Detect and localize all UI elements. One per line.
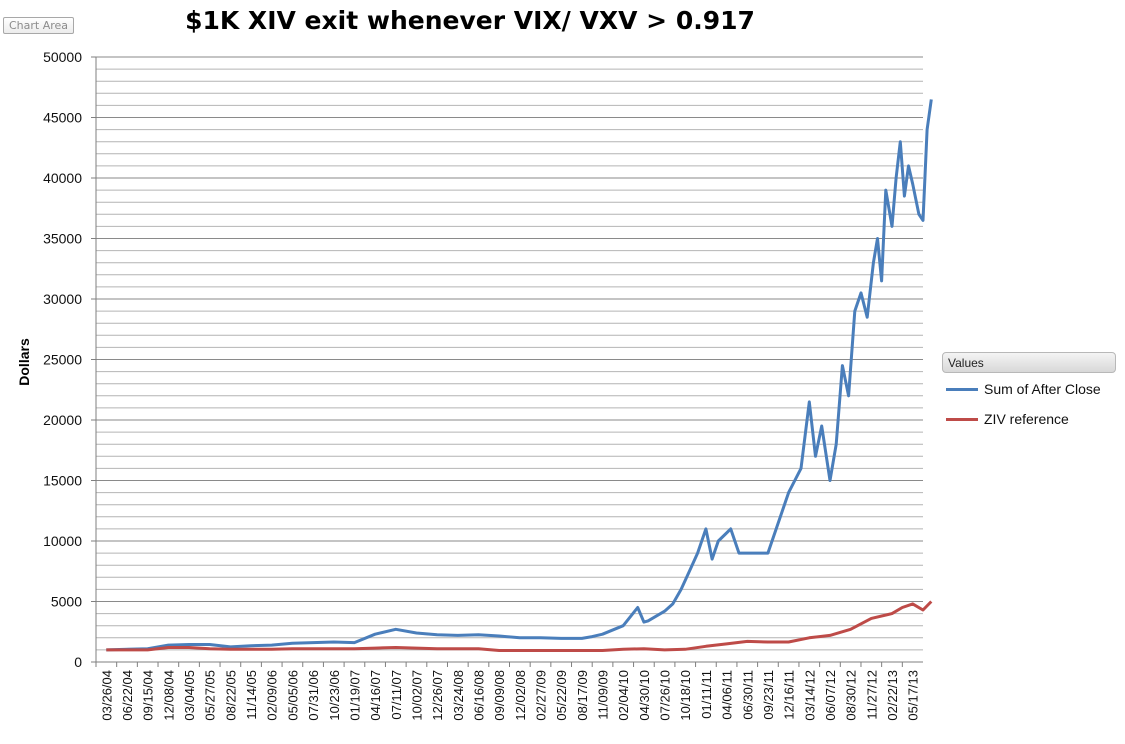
x-tick-label: 12/16/11 — [782, 670, 797, 720]
x-tick-label: 11/27/12 — [864, 670, 879, 720]
chart-title: $1K XIV exit whenever VIX/ VXV > 0.917 — [185, 6, 755, 35]
x-tick-label: 10/18/10 — [678, 670, 693, 721]
series-line-sum-after-close — [106, 99, 933, 652]
y-tick-label: 10000 — [43, 533, 82, 549]
x-tick-label: 02/27/09 — [534, 670, 549, 721]
legend-label: Sum of After Close — [984, 381, 1101, 397]
y-tick-label: 45000 — [43, 110, 82, 126]
y-tick-label: 40000 — [43, 170, 82, 186]
y-tick-label: 50000 — [43, 49, 82, 65]
grid-lines — [96, 56, 923, 651]
x-tick-label: 03/24/08 — [451, 670, 466, 721]
x-tick-label: 10/02/07 — [409, 670, 424, 721]
legend-label: ZIV reference — [984, 411, 1069, 427]
y-tick-label: 30000 — [43, 291, 82, 307]
x-tick-label: 05/27/05 — [203, 670, 218, 721]
x-tick-label: 05/17/13 — [906, 670, 921, 721]
x-tick-label: 11/14/05 — [244, 670, 259, 720]
x-tick-label: 01/11/11 — [699, 670, 714, 719]
legend-item-sum-after-close: Sum of After Close — [946, 381, 1101, 397]
legend-title[interactable]: Values — [942, 352, 1116, 373]
x-tick-label: 09/09/08 — [492, 670, 507, 721]
x-tick-label: 02/04/10 — [616, 670, 631, 721]
x-tick-labels: 03/26/04 06/22/04 09/15/04 12/08/04 03/04/05… — [99, 670, 920, 721]
y-tick-label: 15000 — [43, 473, 82, 489]
x-tick-label: 10/23/06 — [327, 670, 342, 721]
x-tick-label: 06/07/12 — [823, 670, 838, 721]
legend-item-ziv-reference: ZIV reference — [946, 411, 1069, 427]
legend-swatch-red — [946, 417, 978, 421]
x-tick-label: 08/22/05 — [223, 670, 238, 721]
x-tick-label: 07/11/07 — [389, 670, 404, 720]
y-tick-label: 35000 — [43, 231, 82, 247]
x-tick-label: 12/26/07 — [430, 670, 445, 721]
y-tick-labels: 0 5000 10000 15000 20000 25000 30000 35000 40000… — [43, 49, 82, 670]
legend-swatch-blue — [946, 387, 978, 391]
x-tick-label: 12/02/08 — [513, 670, 528, 721]
x-tick-label: 01/19/07 — [347, 670, 362, 721]
chart-area-badge[interactable]: Chart Area — [3, 17, 75, 34]
x-tick-label: 06/22/04 — [120, 670, 135, 721]
y-tick-label: 5000 — [51, 594, 82, 610]
x-tick-label: 04/30/10 — [637, 670, 652, 721]
x-tick-label: 07/31/06 — [306, 670, 321, 721]
series-lines — [106, 99, 933, 652]
y-tick-label: 20000 — [43, 412, 82, 428]
x-tick-label: 04/06/11 — [720, 670, 735, 720]
x-tick-label: 08/17/09 — [575, 670, 590, 721]
y-tick-label: 25000 — [43, 352, 82, 368]
x-tick-label: 03/04/05 — [182, 670, 197, 721]
x-tick-label: 06/16/08 — [471, 670, 486, 721]
axes — [91, 56, 923, 667]
x-tick-label: 03/26/04 — [99, 670, 114, 721]
x-tick-label: 04/16/07 — [368, 670, 383, 721]
series-line-ziv-reference — [106, 600, 933, 652]
x-tick-label: 05/05/06 — [285, 670, 300, 721]
x-tick-label: 09/23/11 — [761, 670, 776, 720]
x-tick-label: 06/30/11 — [740, 670, 755, 720]
x-tick-label: 07/26/10 — [658, 670, 673, 721]
x-tick-label: 09/15/04 — [141, 670, 156, 721]
x-tick-label: 03/14/12 — [802, 670, 817, 721]
x-tick-label: 12/08/04 — [161, 670, 176, 721]
y-tick-label: 0 — [74, 654, 82, 670]
x-tick-label: 05/22/09 — [554, 670, 569, 721]
x-tick-label: 11/09/09 — [596, 670, 611, 720]
x-tick-label: 02/09/06 — [265, 670, 280, 721]
x-tick-label: 02/22/13 — [885, 670, 900, 721]
x-tick-label: 08/30/12 — [844, 670, 859, 721]
